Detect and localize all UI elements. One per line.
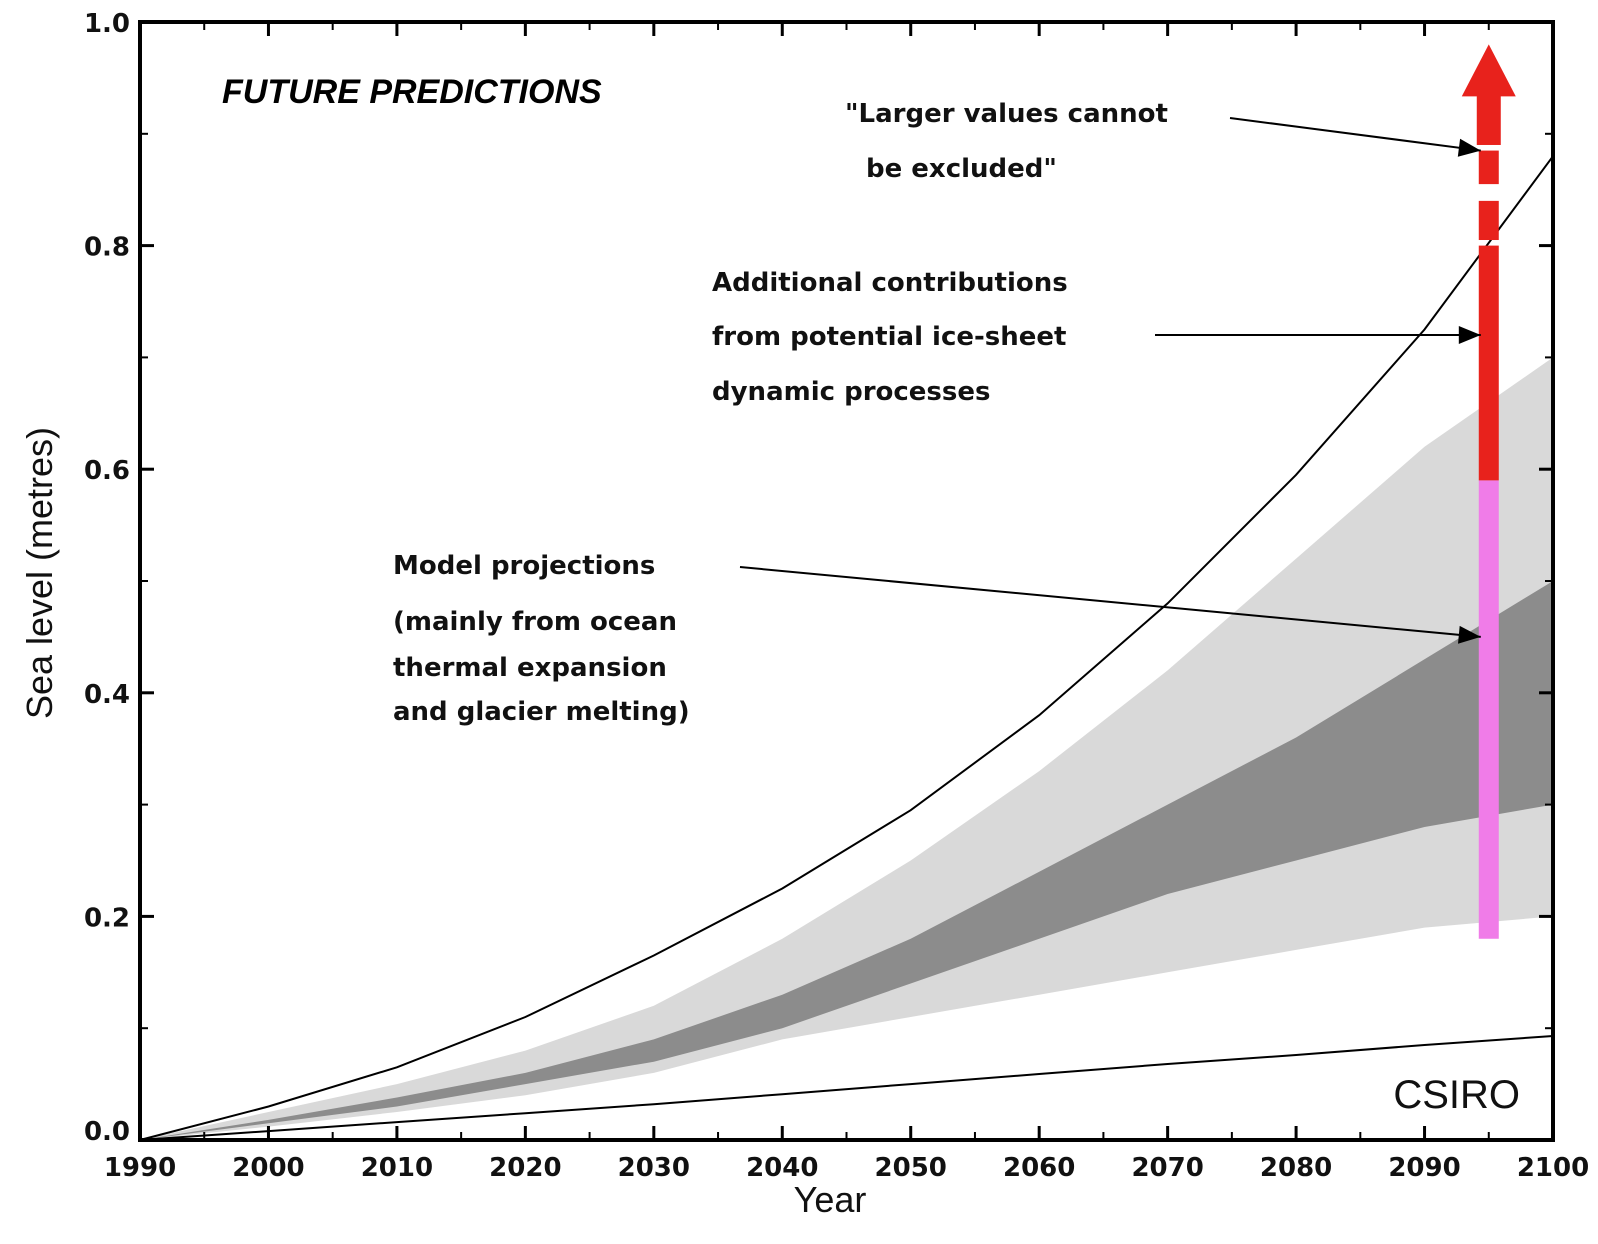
x-tick-label: 2030 — [618, 1153, 690, 1183]
uncertainty-bands — [140, 357, 1553, 1140]
upper-projection-line — [139, 155, 1554, 1141]
model-projections-label-line1: Model projections — [393, 551, 655, 581]
range-bars-2095 — [1461, 44, 1516, 939]
x-tick-label: 2100 — [1517, 1153, 1589, 1183]
ice-sheet-contribution-bar — [1478, 245, 1499, 481]
annotation-pointers — [739, 117, 1481, 644]
ice-sheet-label-line1: Additional contributions — [712, 268, 1068, 298]
y-tick-label: 0.8 — [84, 233, 130, 263]
x-tick-label: 1990 — [104, 1153, 176, 1183]
model-projections-bar — [1478, 480, 1499, 939]
y-tick-label: 0.4 — [84, 680, 130, 710]
y-tick-label: 1.0 — [84, 9, 130, 39]
tick-labels: 1990 2000 2010 2020 2030 2040 2050 2060 2070 2080… — [84, 9, 1589, 1183]
outer-uncertainty-band — [140, 357, 1553, 1140]
model-projections-label-line4: and glacier melting) — [393, 697, 690, 727]
lower-projection-line — [139, 1035, 1554, 1141]
y-tick-label: 0.0 — [84, 1117, 130, 1147]
arrow-shaft — [1476, 94, 1501, 145]
model-projections-label-line3: thermal expansion — [393, 653, 667, 683]
x-tick-label: 2060 — [1003, 1153, 1075, 1183]
ice-sheet-label-line3: dynamic processes — [712, 377, 990, 407]
x-tick-label: 2020 — [489, 1153, 561, 1183]
larger-values-dash-1 — [1478, 200, 1499, 241]
tick-marks — [138, 20, 1555, 1142]
larger-values-label-line2: be excluded" — [866, 154, 1057, 184]
model-projections-pointer-head — [1458, 625, 1481, 644]
x-axis-title: Year — [794, 1179, 867, 1220]
y-tick-label: 0.6 — [84, 456, 130, 486]
larger-values-pointer-line — [1229, 117, 1481, 152]
x-tick-label: 2000 — [232, 1153, 304, 1183]
x-tick-label: 2010 — [361, 1153, 433, 1183]
x-tick-label: 2040 — [746, 1153, 818, 1183]
ice-sheet-label-line2: from potential ice-sheet — [712, 322, 1066, 352]
larger-values-dash-2 — [1478, 150, 1499, 185]
csiro-credit: CSIRO — [1393, 1073, 1520, 1117]
larger-values-label-line1: "Larger values cannot — [845, 99, 1168, 129]
larger-values-pointer-head — [1457, 138, 1481, 157]
y-axis-title: Sea level (metres) — [19, 427, 60, 719]
x-tick-label: 2070 — [1131, 1153, 1203, 1183]
model-projections-label-line2: (mainly from ocean — [393, 607, 677, 637]
projection-lines — [139, 155, 1554, 1141]
ice-sheet-pointer-head — [1458, 326, 1481, 344]
y-tick-label: 0.2 — [84, 903, 130, 933]
x-tick-label: 2050 — [875, 1153, 947, 1183]
inner-uncertainty-band — [140, 581, 1553, 1140]
future-predictions-title: FUTURE PREDICTIONS — [222, 73, 602, 111]
arrow-head — [1461, 44, 1516, 97]
x-tick-label: 2090 — [1388, 1153, 1460, 1183]
x-tick-label: 2080 — [1260, 1153, 1332, 1183]
model-projections-pointer-line — [739, 566, 1481, 638]
